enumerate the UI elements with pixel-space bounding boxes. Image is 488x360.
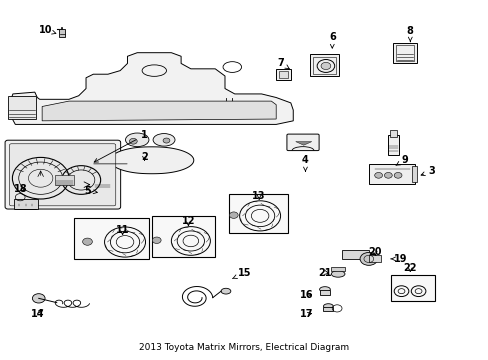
Circle shape xyxy=(321,62,330,69)
Bar xyxy=(341,250,368,259)
Text: 16: 16 xyxy=(300,290,313,300)
Text: 22: 22 xyxy=(403,263,416,273)
Text: 1: 1 xyxy=(94,130,147,162)
Bar xyxy=(323,307,332,311)
Text: 3: 3 xyxy=(420,166,435,176)
Circle shape xyxy=(359,252,377,265)
Bar xyxy=(390,275,434,301)
Polygon shape xyxy=(10,53,293,125)
Polygon shape xyxy=(110,147,193,174)
Bar xyxy=(8,96,36,119)
Text: 17: 17 xyxy=(300,310,313,319)
Bar xyxy=(93,179,112,190)
Bar xyxy=(368,255,380,262)
Circle shape xyxy=(82,238,92,245)
Text: 10: 10 xyxy=(39,25,56,35)
Bar xyxy=(310,54,338,76)
FancyBboxPatch shape xyxy=(286,134,319,150)
Circle shape xyxy=(129,138,137,144)
Circle shape xyxy=(393,172,401,178)
Circle shape xyxy=(374,172,382,178)
Bar xyxy=(392,42,416,63)
Text: 7: 7 xyxy=(277,58,289,69)
Text: 2: 2 xyxy=(141,152,147,162)
Text: 8: 8 xyxy=(406,26,413,42)
Text: 19: 19 xyxy=(390,254,407,264)
Text: 11: 11 xyxy=(116,225,129,235)
Bar xyxy=(276,69,290,80)
Circle shape xyxy=(384,172,391,178)
Bar xyxy=(387,135,398,155)
Ellipse shape xyxy=(221,288,230,294)
Text: 4: 4 xyxy=(302,155,308,171)
Text: 2013 Toyota Matrix Mirrors, Electrical Diagram: 2013 Toyota Matrix Mirrors, Electrical D… xyxy=(139,343,349,352)
Circle shape xyxy=(152,237,161,243)
Ellipse shape xyxy=(153,134,175,146)
Text: 12: 12 xyxy=(182,216,195,226)
Text: 6: 6 xyxy=(328,32,335,48)
Bar xyxy=(319,290,330,295)
Bar xyxy=(389,130,396,137)
FancyBboxPatch shape xyxy=(9,144,116,206)
Bar xyxy=(14,199,38,210)
Bar xyxy=(411,166,416,182)
Circle shape xyxy=(229,212,238,219)
Ellipse shape xyxy=(330,271,344,277)
Bar xyxy=(59,30,65,37)
Text: 20: 20 xyxy=(367,247,381,257)
Bar xyxy=(16,185,36,200)
Ellipse shape xyxy=(323,304,332,309)
Text: 9: 9 xyxy=(395,155,407,166)
Bar xyxy=(228,194,288,233)
Bar xyxy=(313,57,335,74)
Circle shape xyxy=(32,294,45,303)
Circle shape xyxy=(163,138,169,143)
Ellipse shape xyxy=(125,133,149,147)
Bar xyxy=(74,218,149,259)
FancyBboxPatch shape xyxy=(5,140,121,209)
Polygon shape xyxy=(295,141,311,145)
Polygon shape xyxy=(42,101,276,121)
Text: 15: 15 xyxy=(232,268,251,279)
Text: 21: 21 xyxy=(318,267,331,278)
Ellipse shape xyxy=(319,287,330,292)
Text: 18: 18 xyxy=(14,184,28,194)
Bar xyxy=(278,71,288,78)
Bar xyxy=(152,216,215,257)
Bar xyxy=(55,175,74,185)
Text: 13: 13 xyxy=(252,191,265,201)
Text: 14: 14 xyxy=(30,310,44,319)
Bar xyxy=(368,164,414,184)
Bar xyxy=(330,267,344,271)
Text: 5: 5 xyxy=(84,186,97,196)
Bar xyxy=(395,45,413,61)
